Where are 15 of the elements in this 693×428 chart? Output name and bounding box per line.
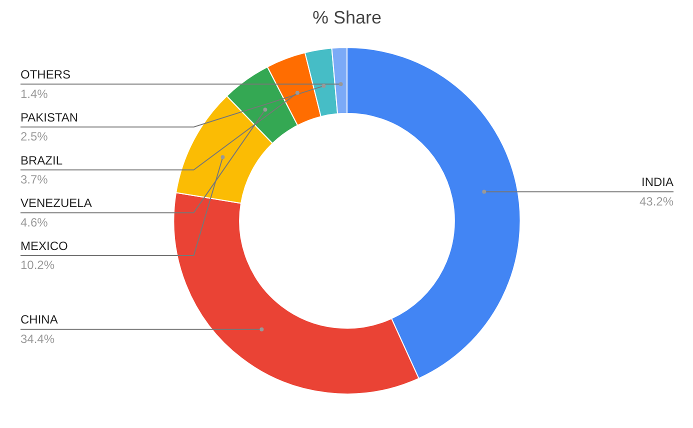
data-label: 34.4% xyxy=(20,332,55,346)
slice-label: BRAZIL xyxy=(20,153,63,168)
slice-label: OTHERS xyxy=(20,68,71,82)
data-label: 1.4% xyxy=(20,86,48,101)
data-label: 10.2% xyxy=(20,258,55,272)
slice-label: PAKISTAN xyxy=(20,110,78,124)
slice-label: INDIA xyxy=(642,175,674,190)
data-label: 3.7% xyxy=(20,172,48,186)
chart-title: % Share xyxy=(312,8,382,28)
data-label: 2.5% xyxy=(20,130,48,144)
slice-label: CHINA xyxy=(20,312,58,327)
slice-label: MEXICO xyxy=(20,238,68,253)
data-label: 4.6% xyxy=(20,215,48,230)
slice-label: VENEZUELA xyxy=(20,196,92,210)
data-label: 43.2% xyxy=(639,194,674,208)
